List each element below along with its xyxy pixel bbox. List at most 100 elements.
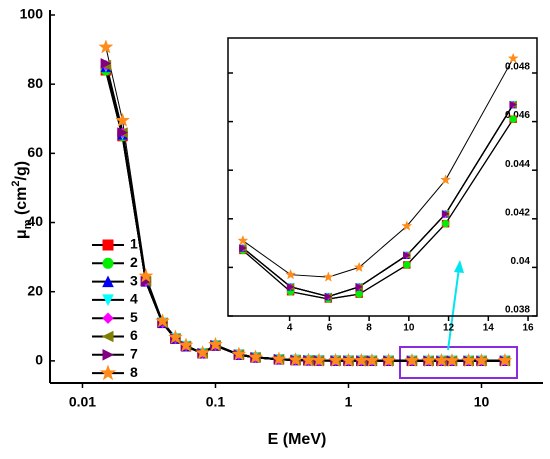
y-title-part: /g) [13,161,30,181]
legend-marker [102,348,115,361]
legend-label: 8 [130,364,138,380]
highlight-box [399,346,518,379]
y-tick-label: 0.038 [505,305,530,316]
legend-marker [102,275,114,288]
marker [509,115,517,123]
marker [461,352,477,368]
y-tick-label: 0.044 [505,159,530,170]
series-line [242,104,514,298]
marker [207,336,223,351]
marker [421,352,437,368]
marker [271,351,287,366]
legend-marker [101,330,114,343]
x-tick-label: 8 [366,323,372,334]
marker [381,352,397,368]
x-tick-label: 14 [483,323,495,334]
series-line [242,118,514,300]
marker [355,282,364,291]
x-tick-label: 6 [327,323,333,334]
inset-frame [227,37,538,317]
x-tick-label: 4 [287,323,293,334]
x-tick-label: 10 [403,323,415,334]
arrow [447,267,460,351]
y-tick-label: 0.042 [505,207,530,218]
marker [403,261,411,269]
x-tick-label: 10 [474,394,490,410]
series-line [105,47,505,362]
marker [167,329,183,344]
marker [401,220,413,231]
marker [237,234,249,246]
legend-label: 6 [130,327,138,343]
marker [355,290,363,298]
series-line [242,118,514,300]
y-tick-label: 0 [35,352,43,368]
marker [441,210,450,218]
legend-label: 4 [130,291,138,307]
x-tick-label: 0.01 [69,394,96,410]
legend-label: 3 [130,272,138,288]
marker [100,58,112,69]
legend-marker [99,364,117,381]
marker [117,127,129,138]
marker [155,313,171,328]
marker [444,352,460,368]
y-tick-label: 0.04 [511,256,531,267]
marker [115,112,131,127]
legend-label: 1 [130,236,138,252]
marker [98,39,114,54]
y-title-part: (cm [13,187,30,220]
marker [440,174,452,185]
y-tick-label: 20 [27,282,43,298]
x-tick-label: 16 [522,323,534,334]
marker [328,352,344,367]
x-tick-label: 12 [443,323,455,334]
y-title-sub: m [22,219,34,229]
y-axis-title: μm (cm2/g) [10,161,34,239]
marker [285,268,297,280]
marker [239,244,247,252]
marker [195,345,211,360]
arrow-head [454,260,464,273]
marker [441,219,450,228]
series-line [242,58,514,278]
marker [340,352,356,367]
marker [231,346,247,361]
marker [286,282,295,291]
y-tick-label: 40 [27,213,43,229]
x-axis-title: E (MeV) [268,431,327,448]
legend-marker [102,257,114,269]
marker [288,352,304,367]
marker [364,352,380,368]
marker [324,292,333,301]
marker [404,352,420,368]
marker [507,52,519,64]
y-tick-label: 80 [27,75,43,91]
legend-marker [102,294,114,307]
marker [178,337,194,352]
legend-label: 2 [130,254,138,270]
marker [353,261,365,273]
marker [322,271,334,282]
legend-marker [102,239,114,251]
marker [509,100,518,109]
y-tick-label: 60 [27,144,43,160]
marker [473,352,489,368]
series-line [242,104,514,298]
marker [497,352,513,368]
marker [311,352,327,367]
series-line [242,104,514,298]
legend-label: 5 [130,309,138,325]
marker [403,251,411,260]
legend-label: 7 [130,346,138,362]
legend-marker [102,312,114,324]
y-tick-label: 100 [20,6,44,22]
y-tick-label: 0.048 [505,62,530,73]
marker [138,268,154,283]
y-title-part: μ [13,229,30,239]
x-tick-label: 0.1 [206,394,226,410]
series-line [242,104,514,298]
y-title-sup: 2 [10,180,22,186]
series-line [242,104,514,298]
